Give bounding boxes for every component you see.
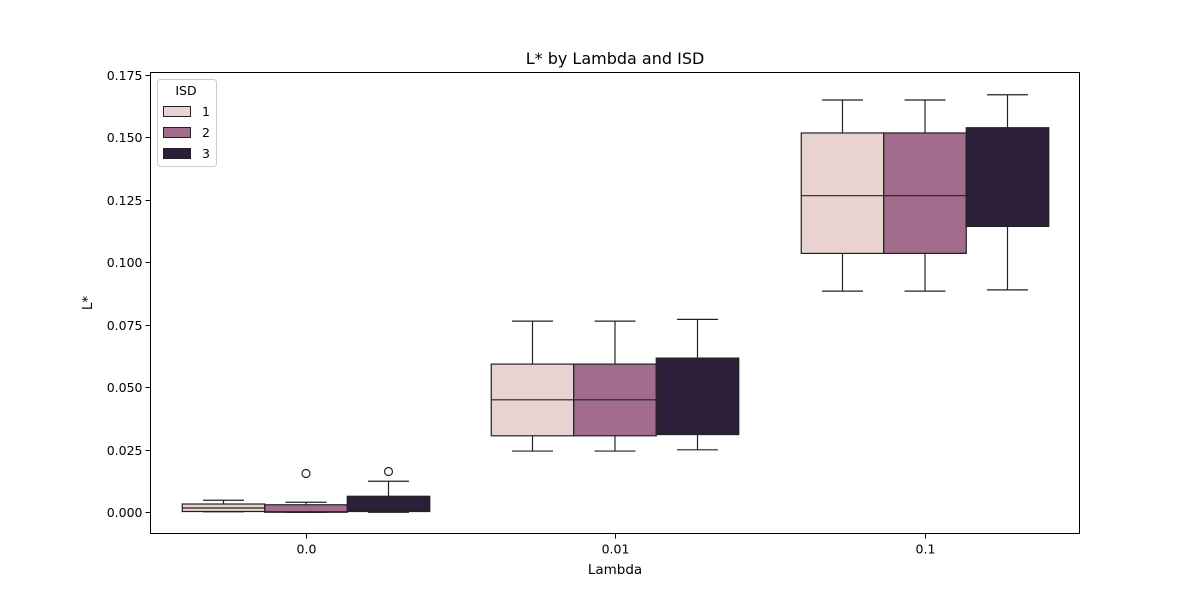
legend-swatch [163,106,191,117]
box-iqr [655,357,740,436]
box-iqr [800,132,885,255]
legend-swatch [163,148,191,159]
y-tick-label: 0.000 [107,505,143,520]
box-iqr [883,132,967,255]
box-iqr [264,504,348,513]
x-tick-label: 0.0 [297,542,317,557]
box-isd-2-lambda-0.1 [883,99,967,292]
legend-swatch [163,127,191,138]
x-axis-title: Lambda [588,562,642,578]
y-tick-label: 0.075 [107,318,143,333]
chart-title: L* by Lambda and ISD [526,49,705,68]
outlier-point [383,466,394,477]
box-isd-2-lambda-0.01 [573,320,657,452]
y-tick-label: 0.025 [107,443,143,458]
legend-label: 1 [202,104,210,119]
box-isd-3-lambda-0.0 [346,466,431,513]
box-isd-1-lambda-0.01 [490,320,575,452]
legend-label: 2 [202,125,210,140]
box-isd-1-lambda-0.1 [800,99,885,292]
y-tick-label: 0.050 [107,380,143,395]
legend-items: 1 2 3 [163,104,210,161]
box-isd-2-lambda-0.0 [264,468,348,513]
outlier-point [301,468,311,479]
legend-frame [157,79,217,167]
y-tick-label: 0.150 [107,130,143,145]
y-axis-title: L* [80,296,96,311]
y-tick-label: 0.125 [107,193,143,208]
y-tick-label: 0.100 [107,255,143,270]
legend-item-2: 2 [163,125,210,140]
box-isd-1-lambda-0.0 [181,499,266,513]
box-iqr [346,495,431,513]
legend-label: 3 [202,146,210,161]
x-tick-label: 0.1 [916,542,936,557]
legend: ISD 1 2 3 [157,79,217,167]
y-tick-label: 0.175 [107,68,143,83]
box-iqr [965,127,1050,228]
legend-item-3: 3 [163,146,210,161]
y-axis: 0.000 0.025 0.050 0.075 0.100 0.125 0.150 0.175 [107,68,151,520]
legend-title: ISD [175,83,196,98]
box-isd-3-lambda-0.1 [965,94,1050,291]
x-tick-label: 0.01 [602,542,630,557]
box-isd-3-lambda-0.01 [655,318,740,451]
x-axis: 0.0 0.01 0.1 [297,533,936,557]
legend-item-1: 1 [163,104,210,119]
plot-frame [150,72,1080,534]
plot-boxes [181,94,1050,513]
